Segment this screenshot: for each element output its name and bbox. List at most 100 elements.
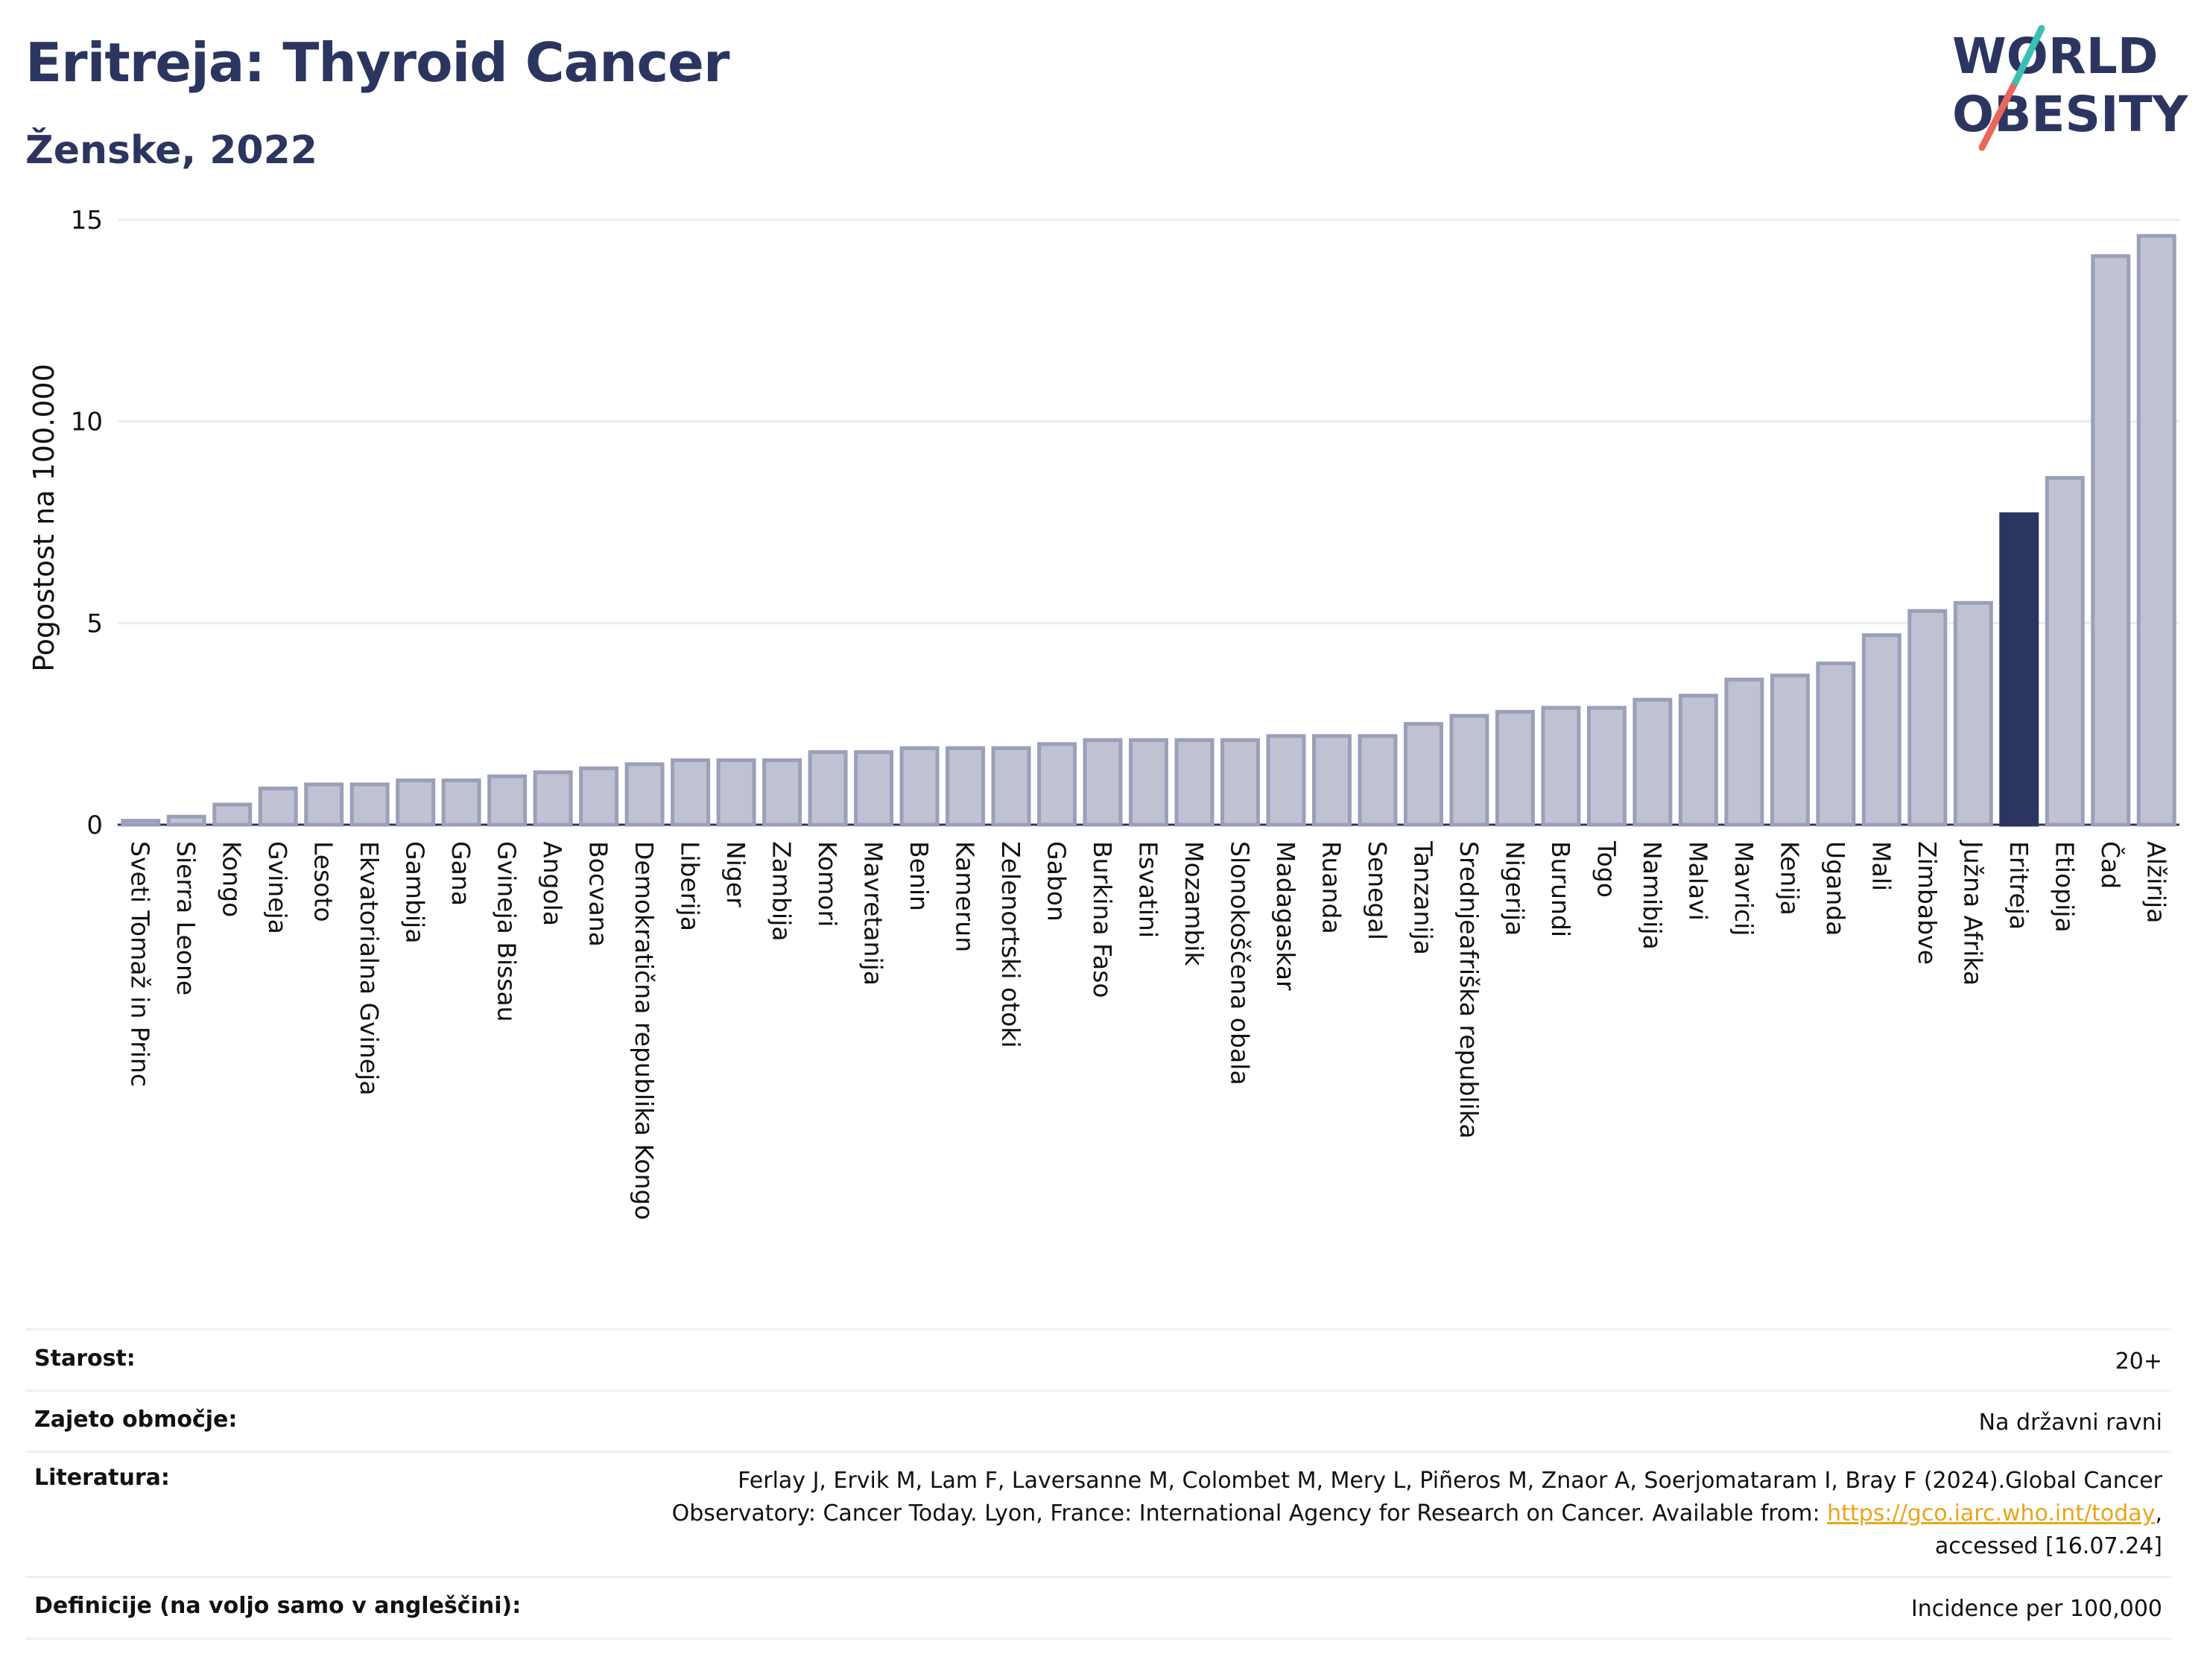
bar-highlight [1999, 512, 2039, 827]
x-tick-label: Kongo [218, 841, 247, 917]
bar [1586, 706, 1627, 827]
x-tick-label: Madagaskar [1271, 841, 1300, 991]
x-tick-label: Alžirija [2141, 841, 2170, 923]
x-tick-label: Kenija [1775, 841, 1804, 916]
bar-chart: 0 5 10 15 Sveti Tomaž in Princ Sierra Leone Ko… [28, 206, 2179, 1220]
bar [1678, 694, 1718, 827]
bar [671, 758, 711, 827]
bar [304, 782, 344, 827]
bar [946, 746, 986, 827]
row-key: Starost: [34, 1345, 136, 1372]
x-tick-label: Mavretanija [859, 841, 888, 986]
y-axis-label: Pogostost na 100.000 [28, 364, 60, 672]
bar [2091, 254, 2131, 827]
bar [396, 778, 436, 827]
bar [1770, 673, 1810, 827]
y-tick-label: 5 [86, 609, 103, 638]
x-tick-label: Sierra Leone [171, 841, 200, 995]
bar [1174, 738, 1215, 827]
x-tick-label: Slonokoščena obala [1225, 841, 1254, 1085]
bar [1907, 609, 1948, 827]
bar [808, 750, 848, 827]
bar [166, 814, 206, 827]
x-tick-label: Gabon [1042, 841, 1071, 922]
bar [1816, 661, 1856, 827]
x-tick-label: Burundi [1546, 841, 1575, 937]
bar [1037, 742, 1077, 827]
literature-line-1: Ferlay J, Ervik M, Lam F, Laversanne M, … [738, 1468, 2162, 1494]
bar [1129, 738, 1168, 827]
x-tick-label: Čad [2096, 841, 2126, 889]
bar [121, 819, 161, 827]
bar [1083, 738, 1123, 827]
info-table: Starost: 20+ Zajeto območje: Na državni … [25, 1328, 2171, 1640]
bar [1633, 697, 1673, 827]
bar [899, 746, 940, 827]
bar [579, 766, 619, 827]
y-tick-label: 10 [71, 408, 103, 437]
x-tick-label: Ruanda [1317, 841, 1346, 934]
row-value: Ferlay J, Ervik M, Lam F, Laversanne M, … [672, 1465, 2162, 1563]
bar [1449, 714, 1489, 827]
bar [533, 770, 573, 827]
bar [1403, 722, 1443, 827]
source-link[interactable]: https://gco.iarc.who.int/today [1827, 1500, 2156, 1527]
x-tick-label: Gvineja [263, 841, 292, 934]
x-tick-label: Angola [538, 841, 567, 926]
x-tick-label: Demokratična republika Kongo [630, 841, 659, 1220]
literature-line-2: Observatory: Cancer Today. Lyon, France:… [671, 1500, 1828, 1527]
bar [1266, 734, 1306, 827]
bar [854, 750, 894, 827]
x-tick-label: Bocvana [584, 841, 613, 947]
bar [441, 778, 481, 827]
bar [1724, 677, 1764, 827]
page-subtitle: Ženske, 2022 [25, 128, 317, 173]
x-tick-label: Burkina Faso [1088, 841, 1117, 998]
x-tick-label: Srednjeafriška republika [1454, 841, 1483, 1138]
x-tick-label: Gvineja Bissau [493, 841, 522, 1022]
page-title: Eritreja: Thyroid Cancer [25, 31, 730, 94]
x-tick-label: Komori [813, 841, 842, 927]
table-row-literature: Literatura: Ferlay J, Ervik M, Lam F, La… [25, 1451, 2171, 1576]
bar [212, 802, 253, 827]
bar [1495, 709, 1535, 827]
x-tick-label: Benin [905, 841, 934, 911]
bar [1541, 706, 1581, 827]
y-tick-label: 15 [71, 206, 103, 235]
x-tick-label: Mali [1866, 841, 1896, 891]
literature-line-3: accessed [16.07.24] [1934, 1533, 2162, 1559]
row-key: Literatura: [34, 1465, 170, 1491]
row-value: 20+ [2115, 1348, 2162, 1375]
x-tick-label: Mavricij [1729, 841, 1758, 936]
x-tick-label: Namibija [1638, 841, 1667, 950]
bar [1953, 600, 1993, 827]
bar [1861, 633, 1901, 827]
x-tick-label: Nigerija [1500, 841, 1529, 936]
table-row-coverage: Zajeto območje: Na državni ravni [25, 1389, 2171, 1451]
bar [258, 786, 298, 827]
x-tick-label: Esvatini [1134, 841, 1163, 938]
x-tick-label: Gambija [401, 841, 430, 943]
row-key: Definicije (na voljo samo v angleščini): [34, 1593, 522, 1619]
bar [716, 758, 756, 827]
x-tick-label: Togo [1592, 840, 1621, 898]
bar [762, 758, 802, 827]
x-tick-label: Lesoto [309, 841, 338, 922]
x-tick-label: Eritreja [2004, 841, 2033, 930]
bar [1311, 734, 1352, 827]
x-tick-label: Senegal [1363, 841, 1392, 940]
row-value: Incidence per 100,000 [1910, 1596, 2162, 1622]
x-tick-label: Zambija [767, 841, 797, 941]
x-tick-label: Zimbabve [1913, 841, 1942, 965]
x-tick-label: Liberija [676, 841, 705, 931]
row-value: Na državni ravni [1978, 1410, 2162, 1436]
bar [624, 762, 665, 827]
x-tick-label: Tanzanija [1408, 840, 1437, 955]
literature-line-2-end: , [2155, 1500, 2162, 1527]
row-key: Zajeto območje: [34, 1407, 238, 1433]
x-tick-label: Uganda [1821, 841, 1850, 936]
table-row-definitions: Definicije (na voljo samo v angleščini):… [25, 1576, 2171, 1640]
x-tick-label: Sveti Tomaž in Princ [126, 841, 155, 1087]
bar [991, 746, 1031, 827]
bar [487, 774, 528, 827]
